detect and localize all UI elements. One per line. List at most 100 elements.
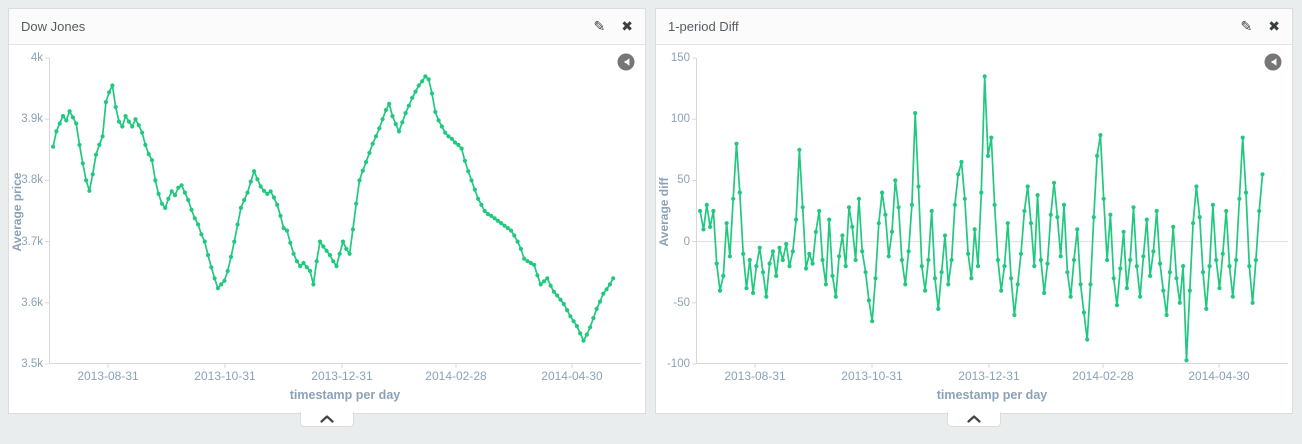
data-point[interactable] — [896, 205, 901, 210]
data-point[interactable] — [383, 107, 388, 113]
data-point[interactable] — [436, 118, 441, 123]
data-point[interactable] — [794, 217, 799, 222]
data-point[interactable] — [607, 282, 613, 287]
data-point[interactable] — [103, 100, 108, 105]
data-point[interactable] — [588, 325, 593, 330]
data-point[interactable] — [439, 124, 444, 129]
data-point[interactable] — [886, 254, 891, 259]
data-point[interactable] — [1085, 337, 1090, 342]
data-point[interactable] — [856, 196, 861, 201]
data-point[interactable] — [390, 114, 395, 119]
data-point[interactable] — [837, 254, 842, 259]
data-point[interactable] — [1065, 270, 1070, 275]
data-point[interactable] — [568, 314, 573, 319]
data-point[interactable] — [1220, 251, 1225, 256]
data-point[interactable] — [989, 135, 994, 140]
data-point[interactable] — [525, 259, 530, 264]
data-point[interactable] — [883, 212, 888, 217]
data-point[interactable] — [1055, 215, 1060, 220]
data-point[interactable] — [956, 172, 961, 177]
data-point[interactable] — [308, 268, 313, 274]
data-point[interactable] — [545, 276, 550, 281]
data-point[interactable] — [278, 213, 283, 218]
data-point[interactable] — [242, 197, 247, 203]
data-point[interactable] — [717, 288, 723, 293]
data-point[interactable] — [472, 187, 477, 192]
data-point[interactable] — [843, 264, 848, 269]
data-point[interactable] — [969, 276, 974, 281]
data-point[interactable] — [90, 172, 95, 177]
data-point[interactable] — [317, 239, 323, 244]
data-point[interactable] — [532, 262, 537, 267]
data-point[interactable] — [149, 158, 155, 163]
data-point[interactable] — [60, 114, 66, 119]
data-point[interactable] — [153, 178, 158, 183]
data-point[interactable] — [314, 259, 319, 264]
data-point[interactable] — [555, 293, 560, 298]
data-point[interactable] — [172, 193, 178, 198]
data-point[interactable] — [581, 338, 586, 343]
data-point[interactable] — [734, 141, 739, 146]
data-point[interactable] — [410, 95, 415, 100]
data-point[interactable] — [737, 190, 742, 195]
data-point[interactable] — [370, 141, 375, 146]
data-point[interactable] — [235, 222, 240, 227]
data-point[interactable] — [787, 264, 792, 269]
data-point[interactable] — [959, 159, 964, 165]
data-point[interactable] — [578, 331, 583, 336]
data-point[interactable] — [1111, 276, 1116, 281]
data-point[interactable] — [565, 308, 570, 313]
data-point[interactable] — [87, 188, 92, 193]
data-point[interactable] — [377, 126, 382, 131]
data-point[interactable] — [479, 202, 484, 207]
data-point[interactable] — [93, 152, 99, 157]
data-point[interactable] — [992, 202, 997, 207]
collapse-button[interactable] — [300, 412, 354, 427]
data-point[interactable] — [462, 158, 467, 163]
data-point[interactable] — [1105, 257, 1110, 263]
data-point[interactable] — [823, 282, 828, 287]
data-point[interactable] — [123, 114, 128, 119]
data-point[interactable] — [873, 276, 878, 281]
data-point[interactable] — [202, 239, 207, 244]
data-point[interactable] — [245, 190, 250, 195]
data-point[interactable] — [913, 111, 918, 116]
data-point[interactable] — [469, 178, 474, 183]
data-point[interactable] — [916, 184, 921, 189]
data-point[interactable] — [301, 260, 306, 266]
data-point[interactable] — [1237, 196, 1242, 201]
data-point[interactable] — [331, 259, 336, 264]
data-point[interactable] — [140, 130, 145, 135]
data-point[interactable] — [939, 270, 944, 275]
data-point[interactable] — [767, 261, 772, 266]
data-point[interactable] — [126, 119, 131, 124]
data-point[interactable] — [1217, 286, 1222, 291]
data-point[interactable] — [760, 270, 766, 275]
data-point[interactable] — [999, 288, 1004, 293]
data-point[interactable] — [1141, 254, 1146, 259]
data-point[interactable] — [850, 224, 855, 229]
data-point[interactable] — [880, 190, 885, 195]
data-point[interactable] — [222, 278, 227, 283]
data-point[interactable] — [535, 273, 540, 278]
data-point[interactable] — [906, 249, 911, 254]
data-point[interactable] — [1194, 184, 1199, 189]
data-point[interactable] — [1197, 215, 1202, 220]
data-point[interactable] — [1038, 257, 1043, 263]
data-point[interactable] — [1154, 208, 1159, 214]
data-point[interactable] — [77, 142, 82, 147]
data-point[interactable] — [909, 202, 914, 207]
data-point[interactable] — [985, 153, 991, 158]
data-point[interactable] — [1224, 208, 1229, 214]
data-point[interactable] — [833, 294, 838, 299]
data-point[interactable] — [727, 254, 732, 259]
data-point[interactable] — [561, 301, 566, 307]
data-point[interactable] — [265, 191, 270, 196]
data-point[interactable] — [522, 256, 527, 261]
data-point[interactable] — [1184, 358, 1189, 363]
data-point[interactable] — [827, 217, 832, 222]
data-point[interactable] — [228, 254, 234, 259]
data-point[interactable] — [367, 150, 372, 155]
data-point[interactable] — [830, 273, 835, 278]
data-point[interactable] — [189, 207, 194, 212]
